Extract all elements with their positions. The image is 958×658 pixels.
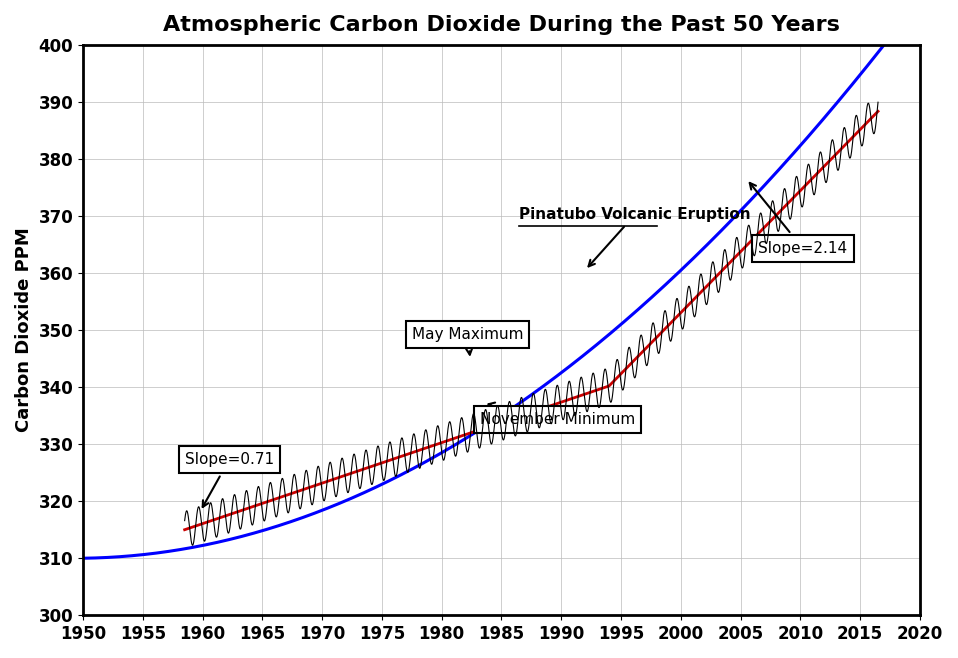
Title: Atmospheric Carbon Dioxide During the Past 50 Years: Atmospheric Carbon Dioxide During the Pa… bbox=[163, 15, 840, 35]
Text: November Minimum: November Minimum bbox=[480, 403, 635, 427]
Text: Slope=2.14: Slope=2.14 bbox=[750, 183, 848, 256]
Text: Pinatubo Volcanic Eruption: Pinatubo Volcanic Eruption bbox=[519, 207, 751, 266]
Text: May Maximum: May Maximum bbox=[412, 326, 523, 355]
Text: Slope=0.71: Slope=0.71 bbox=[185, 452, 274, 507]
Y-axis label: Carbon Dioxide PPM: Carbon Dioxide PPM bbox=[15, 228, 33, 432]
